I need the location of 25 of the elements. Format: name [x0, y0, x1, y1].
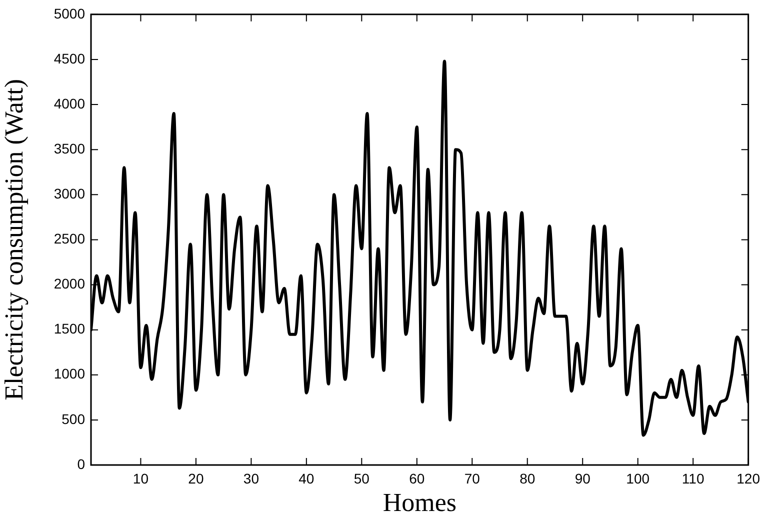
y-axis-title: Electricity consumption (Watt)	[0, 79, 28, 400]
y-tick-label: 0	[77, 456, 86, 472]
y-tick-label: 500	[62, 410, 86, 427]
x-tick-label: 120	[736, 470, 760, 486]
x-tick-label: 60	[409, 470, 425, 486]
x-tick-label: 100	[626, 470, 650, 486]
x-tick-label: 10	[132, 470, 149, 486]
y-tick-label: 2500	[54, 230, 86, 247]
x-tick-label: 70	[464, 470, 480, 486]
y-tick-label: 5000	[54, 5, 86, 22]
x-tick-label: 20	[188, 470, 204, 486]
x-tick-label: 40	[298, 470, 314, 486]
x-tick-label: 50	[354, 470, 370, 486]
y-tick-label: 4000	[54, 95, 86, 112]
x-tick-label: 110	[682, 470, 704, 486]
y-tick-label: 1000	[54, 366, 86, 382]
y-tick-label: 4500	[54, 50, 86, 66]
y-tick-label: 3000	[54, 186, 86, 202]
x-axis-title: Homes	[382, 488, 456, 518]
x-tick-label: 90	[574, 470, 591, 486]
x-tick-label: 80	[520, 470, 536, 486]
y-tick-label: 1500	[54, 320, 86, 337]
y-tick-label: 2000	[54, 276, 86, 292]
y-tick-label: 3500	[54, 140, 86, 156]
x-tick-label: 30	[243, 470, 260, 486]
